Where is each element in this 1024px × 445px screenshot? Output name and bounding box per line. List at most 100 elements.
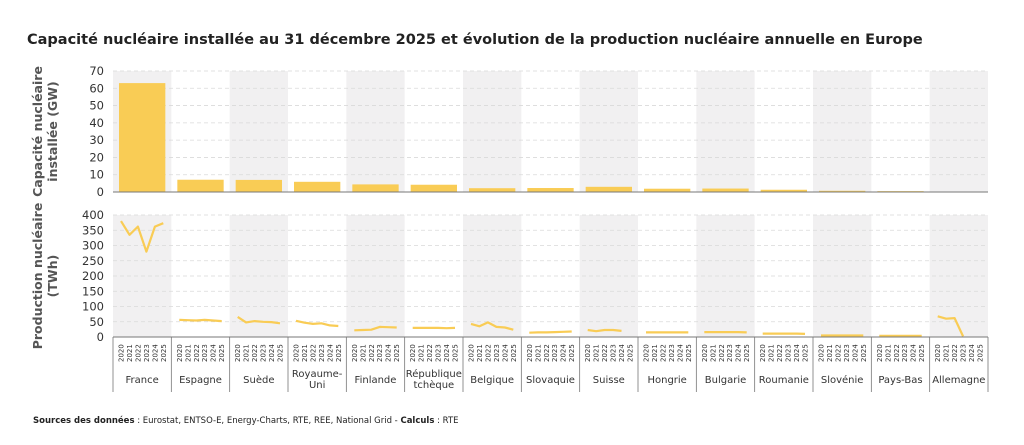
bar-Belgique bbox=[469, 188, 515, 192]
x-tick-year: 2025 bbox=[393, 344, 401, 362]
x-tick-year: 2024 bbox=[618, 344, 626, 362]
x-tick-year: 2021 bbox=[709, 344, 717, 362]
x-tick-year: 2024 bbox=[735, 344, 743, 362]
x-tick-year: 2023 bbox=[901, 344, 909, 362]
x-tick-year: 2024 bbox=[968, 344, 976, 362]
category-label: Finlande bbox=[355, 375, 397, 386]
band bbox=[813, 71, 871, 192]
y-tick-label: 50 bbox=[89, 315, 104, 329]
x-tick-year: 2022 bbox=[484, 344, 492, 362]
x-tick-year: 2023 bbox=[785, 344, 793, 362]
bar-Suède bbox=[236, 180, 282, 192]
x-tick-year: 2025 bbox=[918, 344, 926, 362]
x-tick-year: 2021 bbox=[476, 344, 484, 362]
y-tick-label: 250 bbox=[82, 254, 104, 268]
x-tick-year: 2023 bbox=[493, 344, 501, 362]
x-tick-year: 2023 bbox=[843, 344, 851, 362]
x-tick-year: 2025 bbox=[277, 344, 285, 362]
x-tick-year: 2025 bbox=[860, 344, 868, 362]
band bbox=[930, 71, 988, 192]
x-tick-year: 2022 bbox=[893, 344, 901, 362]
x-tick-year: 2021 bbox=[301, 344, 309, 362]
x-tick-year: 2022 bbox=[543, 344, 551, 362]
x-tick-year: 2025 bbox=[218, 344, 226, 362]
y-tick-label: 50 bbox=[89, 99, 104, 113]
bar-République tchèque bbox=[411, 185, 457, 192]
band bbox=[930, 215, 988, 337]
x-tick-year: 2023 bbox=[201, 344, 209, 362]
x-tick-year: 2023 bbox=[435, 344, 443, 362]
x-tick-year: 2023 bbox=[726, 344, 734, 362]
x-tick-year: 2020 bbox=[351, 344, 359, 362]
category-label: Suisse bbox=[593, 375, 625, 386]
category-label: Bulgarie bbox=[705, 375, 747, 386]
category-label: Espagne bbox=[179, 375, 222, 386]
y-tick-label: 350 bbox=[82, 223, 104, 237]
category-label-line: Pays-Bas bbox=[878, 375, 922, 386]
band bbox=[696, 71, 754, 192]
calc-label: Calculs bbox=[400, 416, 434, 426]
line-Espagne bbox=[179, 320, 221, 321]
x-tick-year: 2022 bbox=[426, 344, 434, 362]
x-tick-year: 2022 bbox=[601, 344, 609, 362]
category-label: Pays-Bas bbox=[878, 375, 922, 386]
category-label-line: Slovénie bbox=[821, 374, 864, 386]
x-tick-year: 2025 bbox=[802, 344, 810, 362]
x-tick-year: 2020 bbox=[234, 344, 242, 362]
x-tick-year: 2024 bbox=[560, 344, 568, 362]
y-axis-title-line: installée (GW) bbox=[45, 81, 60, 181]
x-tick-year: 2022 bbox=[776, 344, 784, 362]
band bbox=[580, 71, 638, 192]
x-tick-year: 2021 bbox=[768, 344, 776, 362]
x-tick-year: 2024 bbox=[268, 344, 276, 362]
band bbox=[230, 215, 288, 337]
x-tick-year: 2021 bbox=[826, 344, 834, 362]
bar-France bbox=[119, 83, 165, 192]
x-tick-year: 2025 bbox=[335, 344, 343, 362]
x-tick-year: 2020 bbox=[818, 344, 826, 362]
bar-Finlande bbox=[352, 184, 398, 192]
category-label: Royaume-Uni bbox=[292, 369, 343, 391]
band bbox=[580, 215, 638, 337]
x-tick-year: 2020 bbox=[526, 344, 534, 362]
y-tick-label: 0 bbox=[97, 330, 104, 344]
x-tick-year: 2024 bbox=[210, 344, 218, 362]
category-label: Roumanie bbox=[759, 375, 809, 386]
y-tick-label: 150 bbox=[82, 284, 104, 298]
x-tick-year: 2021 bbox=[359, 344, 367, 362]
x-tick-year: 2022 bbox=[659, 344, 667, 362]
x-tick-year: 2023 bbox=[318, 344, 326, 362]
x-tick-year: 2022 bbox=[718, 344, 726, 362]
band bbox=[463, 71, 521, 192]
y-tick-label: 40 bbox=[89, 116, 104, 130]
category-label-line: France bbox=[126, 375, 159, 386]
x-tick-year: 2024 bbox=[443, 344, 451, 362]
category-label-line: Allemagne bbox=[932, 375, 985, 386]
x-tick-year: 2023 bbox=[376, 344, 384, 362]
x-tick-year: 2020 bbox=[584, 344, 592, 362]
x-tick-year: 2023 bbox=[551, 344, 559, 362]
x-tick-year: 2023 bbox=[668, 344, 676, 362]
category-label: Belgique bbox=[470, 375, 514, 386]
category-label-line: Suisse bbox=[593, 375, 625, 386]
x-tick-year: 2021 bbox=[243, 344, 251, 362]
x-tick-year: 2025 bbox=[743, 344, 751, 362]
y-axis-title-line: (TWh) bbox=[45, 255, 60, 298]
x-tick-year: 2022 bbox=[368, 344, 376, 362]
x-tick-year: 2022 bbox=[309, 344, 317, 362]
sources-label: Sources des données bbox=[33, 415, 135, 426]
x-tick-year: 2025 bbox=[160, 344, 168, 362]
calc-text: : RTE bbox=[434, 416, 458, 426]
category-label: Slovénie bbox=[821, 374, 864, 386]
category-label-line: République bbox=[406, 368, 462, 380]
category-label-line: Suède bbox=[243, 374, 274, 386]
category-label: Slovaquie bbox=[526, 375, 575, 386]
category-label-line: Uni bbox=[309, 380, 325, 391]
x-tick-year: 2020 bbox=[643, 344, 651, 362]
x-tick-year: 2021 bbox=[651, 344, 659, 362]
x-tick-year: 2021 bbox=[418, 344, 426, 362]
x-tick-year: 2022 bbox=[134, 344, 142, 362]
